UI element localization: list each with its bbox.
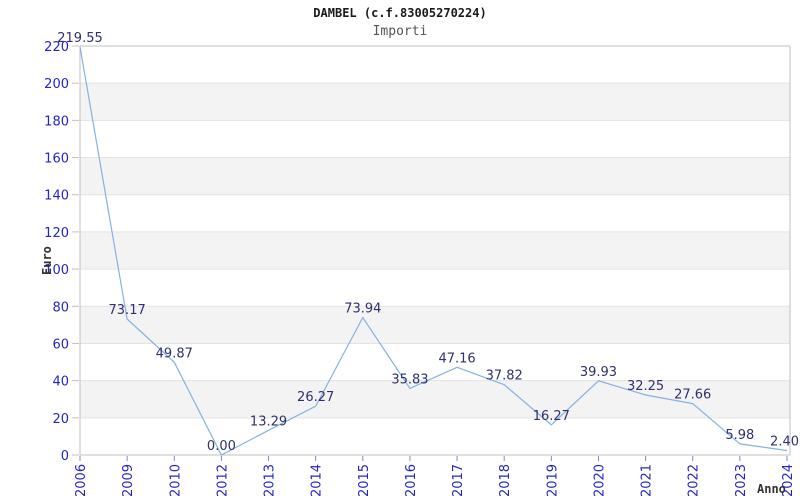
x-tick-label: 2010	[168, 464, 183, 497]
data-label: 47.16	[438, 351, 475, 366]
series-line	[79, 46, 788, 456]
y-tick-label: 140	[44, 189, 69, 204]
x-tick-label: 2016	[404, 464, 419, 497]
x-tick-label: 2014	[310, 464, 325, 497]
data-label: 32.25	[627, 379, 664, 394]
data-label: 0.00	[207, 439, 236, 454]
x-tick-label: 2013	[263, 464, 278, 497]
x-tick-label: 2022	[687, 464, 702, 497]
x-tick-label: 2020	[592, 464, 607, 497]
y-tick-label: 100	[44, 263, 69, 278]
x-axis-title: Anno	[757, 482, 786, 496]
plot-band	[80, 157, 790, 195]
data-label: 73.17	[109, 303, 146, 318]
y-tick-label: 60	[52, 337, 69, 352]
data-label: 16.27	[533, 409, 570, 424]
y-tick-label: 120	[44, 226, 69, 241]
y-tick-label: 40	[52, 375, 69, 390]
data-label: 35.83	[391, 372, 428, 387]
data-label: 13.29	[250, 414, 287, 429]
y-tick-label: 0	[61, 449, 69, 464]
y-tick-label: 180	[44, 114, 69, 129]
plot-border	[79, 45, 791, 456]
x-tick-label: 2009	[121, 464, 136, 497]
x-tick-label: 2012	[215, 464, 230, 497]
data-label: 37.82	[486, 369, 523, 384]
data-label: 27.66	[674, 388, 711, 403]
chart-title: DAMBEL (c.f.83005270224)	[313, 6, 487, 20]
data-label: 26.27	[297, 390, 334, 405]
data-label: 219.55	[57, 31, 103, 46]
x-tick-label: 2021	[640, 464, 655, 497]
data-label: 2.40	[770, 435, 799, 450]
y-tick-label: 20	[52, 412, 69, 427]
x-tick-label: 2015	[357, 464, 372, 497]
x-tick-label: 2018	[498, 464, 513, 497]
y-tick-label: 160	[44, 152, 69, 167]
x-tick-label: 2019	[545, 464, 560, 497]
data-label: 73.94	[344, 302, 381, 317]
plot-band	[80, 306, 790, 344]
plot-band	[80, 83, 790, 121]
x-tick-label: 2023	[734, 464, 749, 497]
data-label: 49.87	[156, 346, 193, 361]
plot-band	[80, 231, 790, 270]
x-tick-label: 2017	[451, 464, 466, 497]
y-axis-title: Euro	[40, 246, 54, 275]
x-tick-label: 2006	[74, 464, 89, 497]
x-tick-label: 2024	[781, 464, 796, 497]
y-tick-label: 80	[52, 300, 69, 315]
data-label: 5.98	[725, 428, 754, 443]
y-tick-label: 220	[44, 40, 69, 55]
chart-subtitle: Importi	[372, 24, 428, 39]
y-tick-label: 200	[44, 77, 69, 92]
data-label: 39.93	[580, 365, 617, 380]
